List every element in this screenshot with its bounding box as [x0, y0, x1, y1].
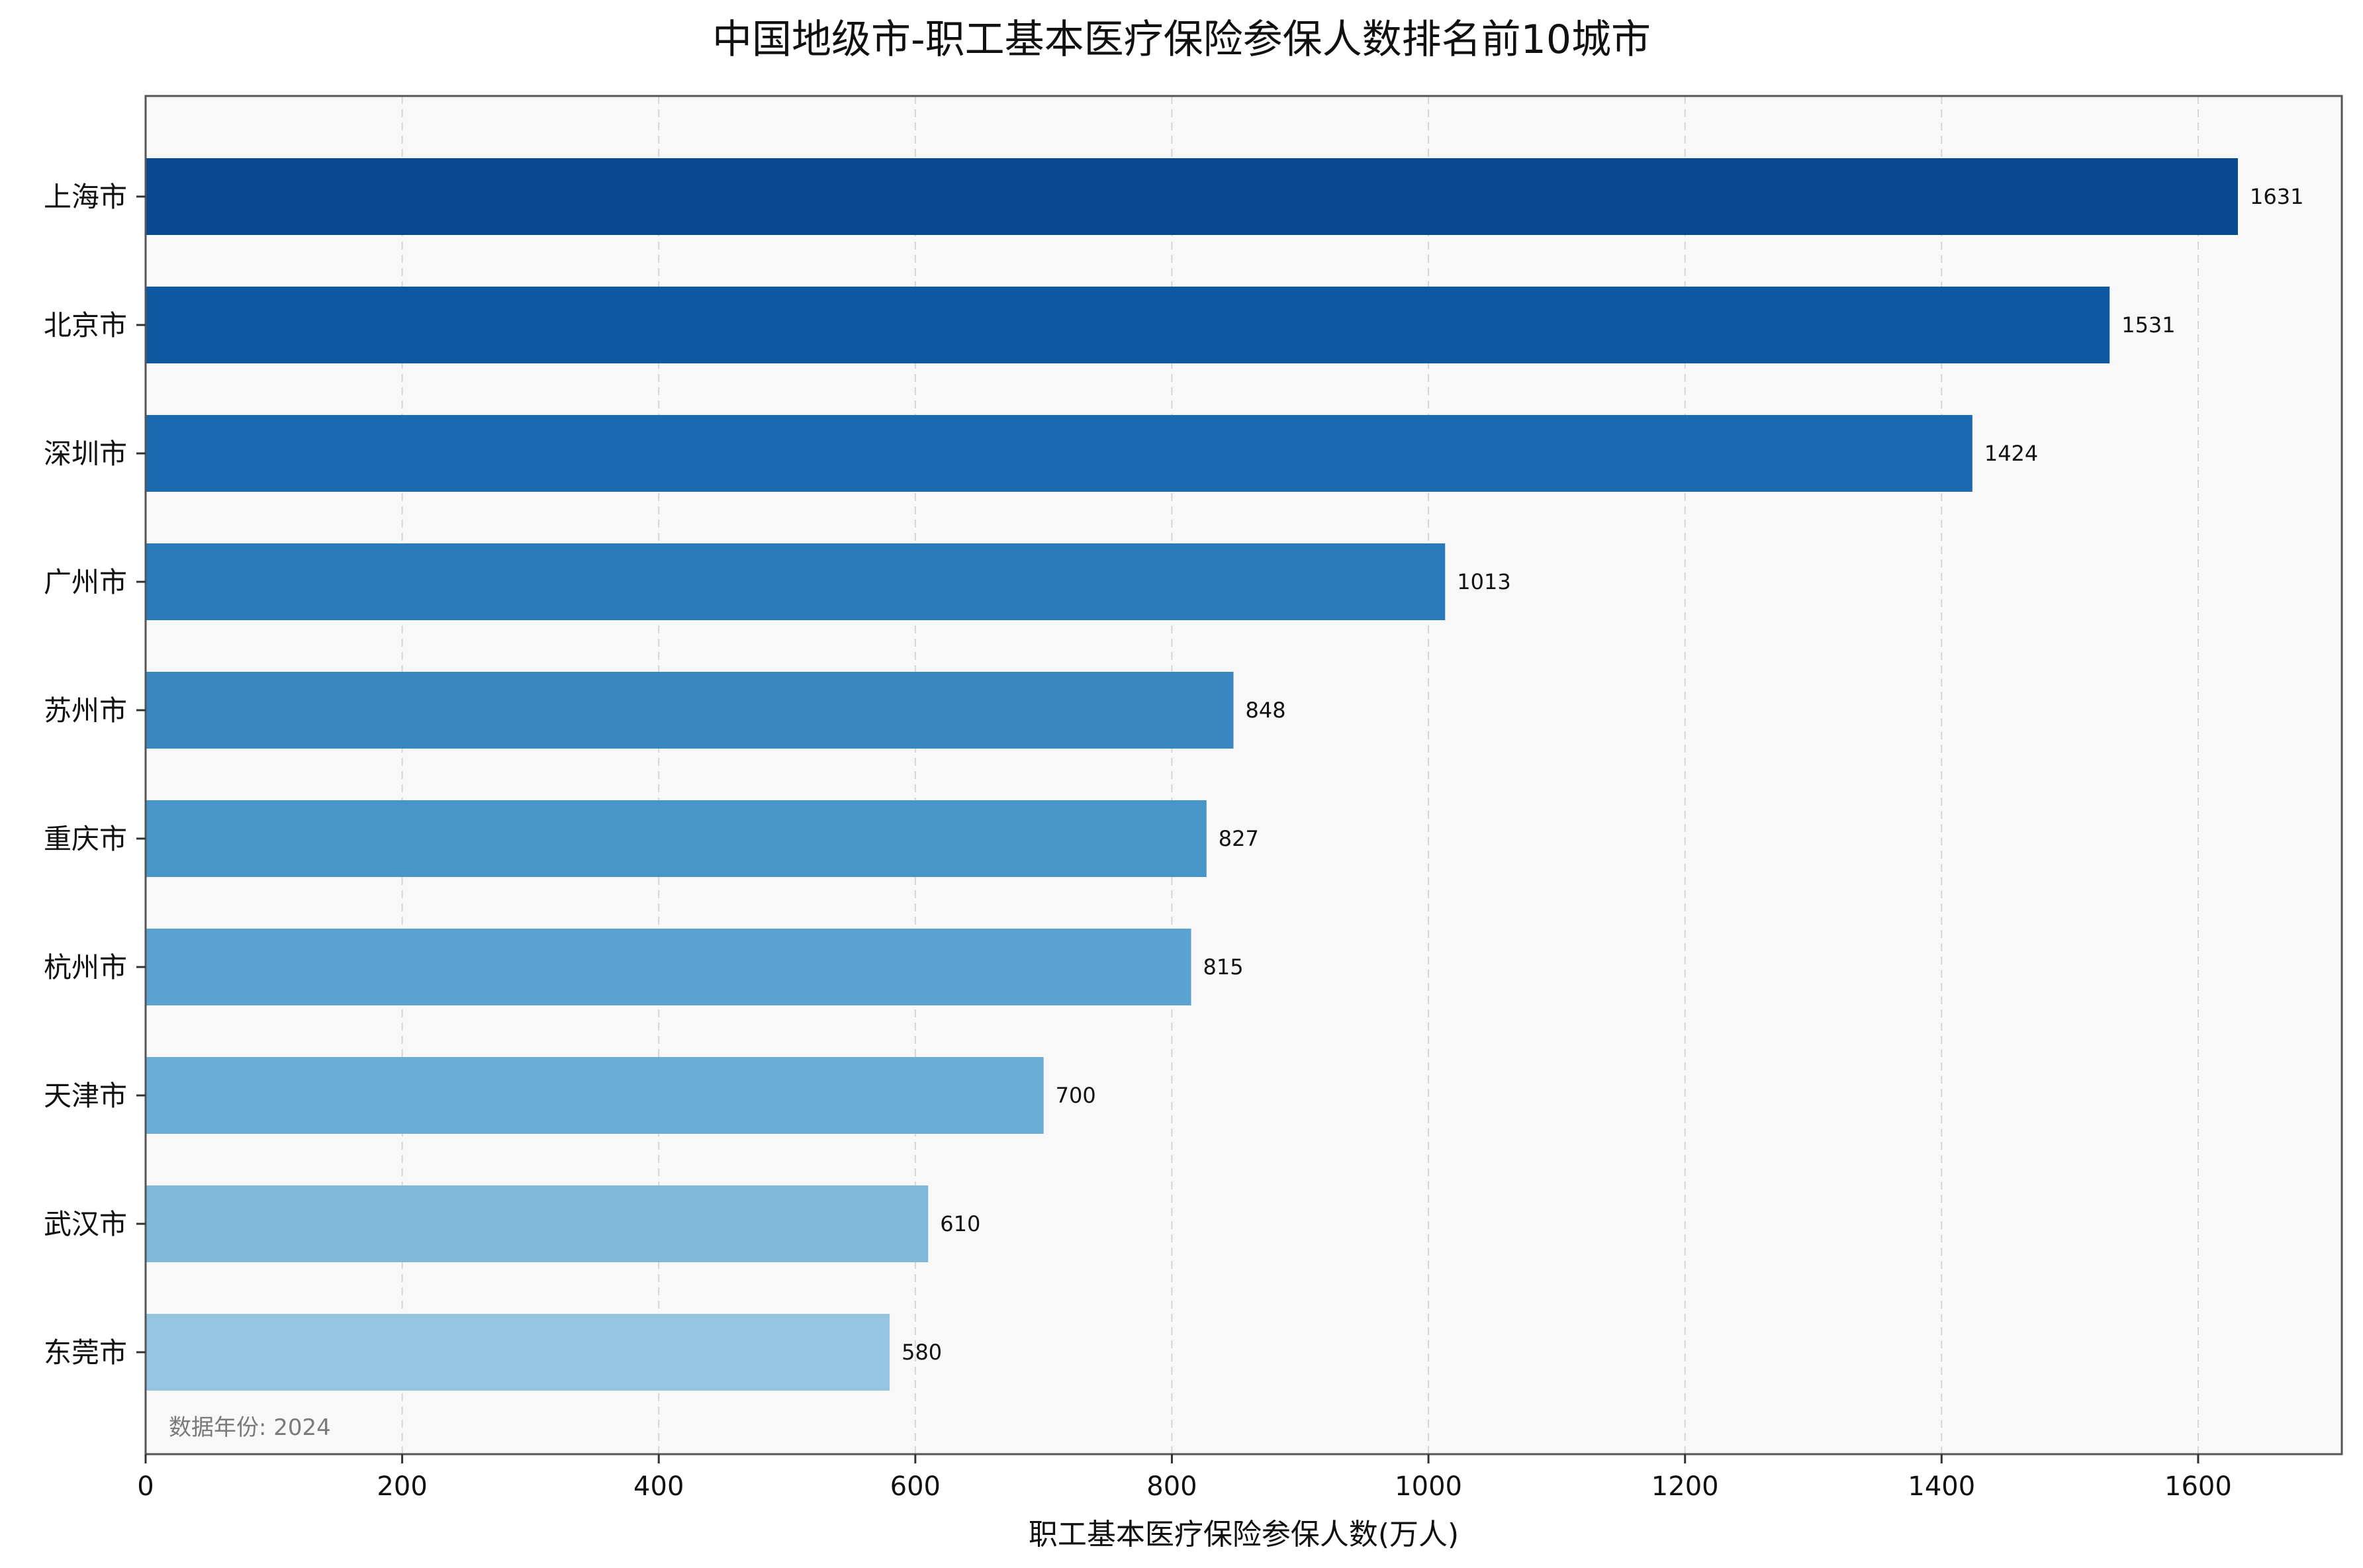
x-tick-label: 400 [633, 1471, 684, 1502]
bar [146, 672, 1234, 749]
value-labels: 1631 1531 1424 1013 848 827 815 700 610 580 [902, 184, 2303, 1365]
x-tick-label: 1200 [1651, 1471, 1719, 1502]
x-axis-label: 职工基本医疗保险参保人数(万人) [1029, 1518, 1459, 1551]
category-label: 武汉市 [44, 1208, 127, 1240]
category-label: 北京市 [44, 309, 127, 342]
category-label: 重庆市 [44, 823, 127, 855]
x-tick-label: 0 [137, 1471, 154, 1502]
data-year-note: 数据年份: 2024 [169, 1414, 331, 1441]
value-label: 1531 [2121, 312, 2175, 338]
x-tick-label: 1000 [1395, 1471, 1462, 1502]
value-label: 580 [902, 1340, 942, 1365]
bars [146, 158, 2239, 1391]
plot-frame [144, 95, 2343, 1455]
bar [146, 543, 1446, 620]
value-label: 815 [1203, 954, 1244, 980]
category-label: 天津市 [44, 1080, 127, 1112]
bar [146, 800, 1207, 877]
bar [146, 1057, 1044, 1134]
x-tick-label: 800 [1146, 1471, 1197, 1502]
bar [146, 415, 1972, 492]
category-label: 苏州市 [44, 694, 127, 727]
x-tick-label: 600 [890, 1471, 941, 1502]
chart-title: 中国地级市-职工基本医疗保险参保人数排名前10城市 [712, 17, 1651, 63]
category-label: 上海市 [44, 181, 127, 213]
value-label: 827 [1219, 826, 1259, 851]
value-label: 848 [1245, 698, 1285, 723]
value-label: 1631 [2250, 184, 2303, 209]
x-axis: 0 200 400 600 800 1000 1200 1400 1600 [137, 1454, 2232, 1502]
bar [146, 1314, 890, 1391]
x-tick-label: 1600 [2164, 1471, 2232, 1502]
bar [146, 929, 1191, 1005]
value-label: 1424 [1984, 441, 2038, 466]
value-label: 610 [940, 1211, 980, 1236]
category-label: 东莞市 [44, 1336, 127, 1369]
x-tick-label: 1400 [1908, 1471, 1975, 1502]
category-label: 杭州市 [44, 951, 127, 984]
value-label: 700 [1056, 1083, 1096, 1108]
bar [146, 1185, 929, 1262]
category-label: 深圳市 [44, 438, 127, 470]
bar [146, 158, 2239, 235]
category-label: 广州市 [44, 566, 127, 598]
x-tick-label: 200 [377, 1471, 427, 1502]
value-label: 1013 [1457, 569, 1510, 594]
bar [146, 287, 2110, 363]
